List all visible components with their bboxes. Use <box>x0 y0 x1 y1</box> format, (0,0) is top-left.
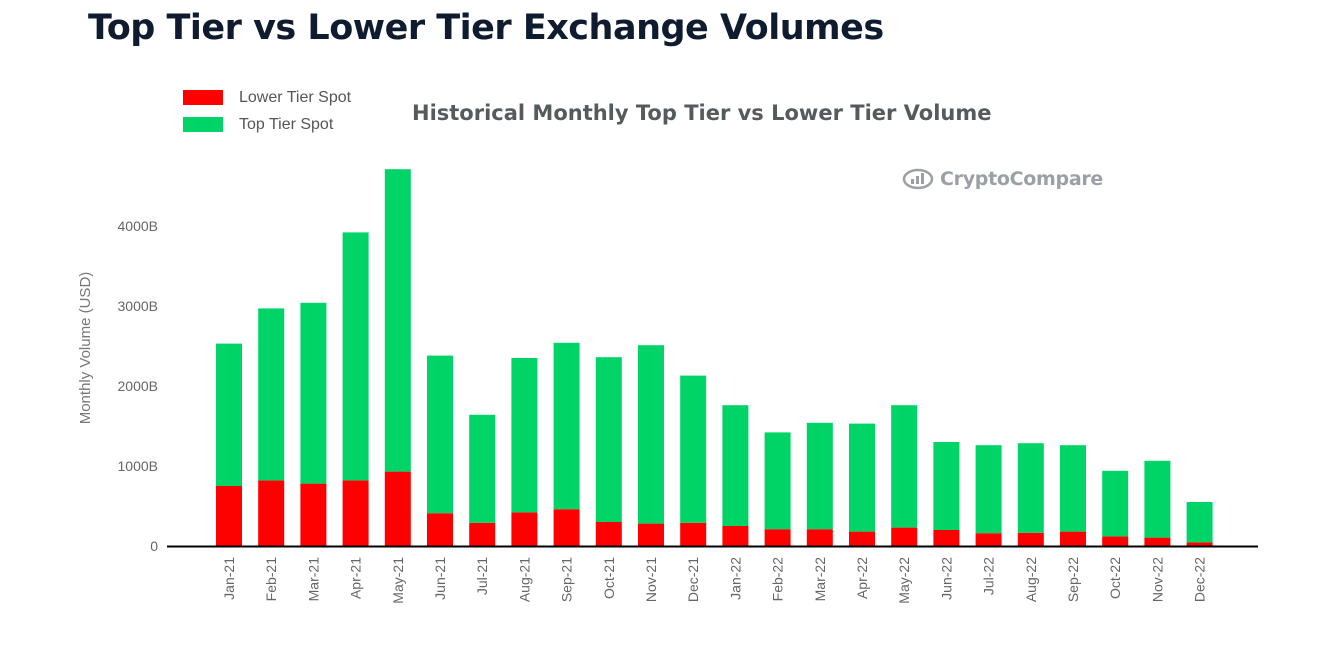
x-tick-label: Jun-21 <box>432 557 448 600</box>
bar-top-tier-Jan-22 <box>722 405 749 526</box>
legend-swatch-top-tier <box>183 117 223 132</box>
bar-top-tier-Apr-21 <box>342 232 369 481</box>
x-tick-label: Oct-21 <box>601 557 617 599</box>
cryptocompare-logo-icon <box>902 168 934 190</box>
watermark-text: CryptoCompare <box>940 168 1104 190</box>
y-tick-label: 3000B <box>118 298 158 314</box>
bar-top-tier-Dec-21 <box>680 375 707 523</box>
bar-lower-tier-Jan-22 <box>722 526 749 546</box>
bar-top-tier-Feb-21 <box>258 308 285 481</box>
bar-lower-tier-Dec-22 <box>1186 542 1213 546</box>
x-tick-label: Apr-21 <box>348 557 364 599</box>
bar-lower-tier-Nov-21 <box>638 523 664 546</box>
bar-lower-tier-Sep-21 <box>553 509 580 546</box>
bar-top-tier-Aug-21 <box>511 358 538 513</box>
bar-lower-tier-May-21 <box>384 471 411 546</box>
x-tick-label: Feb-22 <box>770 557 786 602</box>
x-tick-label: Aug-21 <box>516 557 532 602</box>
x-tick-label: Aug-22 <box>1023 557 1039 602</box>
bar-lower-tier-Apr-22 <box>849 531 875 546</box>
bar-top-tier-Apr-22 <box>849 423 875 532</box>
bar-lower-tier-Jul-22 <box>975 533 1002 546</box>
page-title: Top Tier vs Lower Tier Exchange Volumes <box>88 8 884 48</box>
bar-top-tier-Jul-21 <box>469 414 496 523</box>
bar-top-tier-Jun-21 <box>427 355 453 514</box>
bar-lower-tier-Jun-21 <box>427 513 453 546</box>
x-tick-label: Feb-21 <box>263 557 279 602</box>
y-tick-label: 1000B <box>118 458 158 474</box>
bar-lower-tier-Apr-21 <box>342 480 369 546</box>
x-tick-label: Jan-22 <box>727 557 743 600</box>
legend-item-lower-tier[interactable]: Lower Tier Spot <box>183 84 351 111</box>
bar-top-tier-Oct-22 <box>1102 470 1129 537</box>
bar-lower-tier-Mar-22 <box>806 529 833 546</box>
y-axis-label: Monthly Volume (USD) <box>77 272 94 425</box>
bar-lower-tier-May-22 <box>891 527 918 546</box>
bar-lower-tier-Feb-22 <box>764 529 791 546</box>
y-tick-label: 4000B <box>118 218 158 234</box>
x-tick-label: May-21 <box>390 557 406 604</box>
x-tick-label: Sep-21 <box>559 557 575 602</box>
bar-lower-tier-Oct-22 <box>1102 536 1129 546</box>
bar-top-tier-Sep-22 <box>1060 445 1086 532</box>
x-tick-label: Apr-22 <box>854 557 870 599</box>
legend-swatch-lower-tier <box>183 90 223 105</box>
bar-lower-tier-Jun-22 <box>933 530 960 546</box>
x-tick-label: Jan-21 <box>221 557 237 600</box>
bar-top-tier-May-21 <box>384 169 411 472</box>
bar-top-tier-Aug-22 <box>1017 443 1044 533</box>
x-tick-label: May-22 <box>896 557 912 604</box>
x-tick-label: Nov-21 <box>643 557 659 602</box>
bar-lower-tier-Sep-22 <box>1060 531 1086 546</box>
chart-title: Historical Monthly Top Tier vs Lower Tie… <box>412 101 992 125</box>
bar-top-tier-Dec-22 <box>1186 502 1213 543</box>
y-tick-label: 0 <box>150 538 158 554</box>
bar-lower-tier-Dec-21 <box>680 522 707 546</box>
x-tick-label: Dec-22 <box>1192 557 1208 602</box>
bar-top-tier-Nov-21 <box>638 345 664 524</box>
bar-top-tier-Oct-21 <box>595 357 622 522</box>
bar-top-tier-Mar-21 <box>300 302 327 484</box>
x-tick-label: Jun-22 <box>938 557 954 600</box>
bar-lower-tier-Feb-21 <box>258 480 285 546</box>
legend-item-top-tier[interactable]: Top Tier Spot <box>183 111 351 138</box>
bar-top-tier-Feb-22 <box>764 432 791 530</box>
bar-top-tier-Jun-22 <box>933 442 960 530</box>
bar-lower-tier-Oct-21 <box>595 522 622 546</box>
x-tick-label: Jul-22 <box>981 557 997 595</box>
bar-top-tier-Sep-21 <box>553 342 580 510</box>
bar-top-tier-Jul-22 <box>975 445 1002 534</box>
x-tick-label: Sep-22 <box>1065 557 1081 602</box>
x-tick-label: Nov-22 <box>1149 557 1165 602</box>
bar-lower-tier-Jan-21 <box>216 486 242 546</box>
y-tick-label: 2000B <box>118 378 158 394</box>
bar-top-tier-Nov-22 <box>1144 460 1171 538</box>
x-tick-label: Dec-21 <box>685 557 701 602</box>
bar-lower-tier-Aug-22 <box>1017 532 1044 546</box>
cryptocompare-watermark: CryptoCompare <box>902 168 1103 190</box>
x-tick-label: Mar-21 <box>305 557 321 602</box>
bar-top-tier-May-22 <box>891 405 918 528</box>
bar-top-tier-Mar-22 <box>806 422 833 530</box>
legend: Lower Tier Spot Top Tier Spot <box>183 84 351 138</box>
bar-lower-tier-Nov-22 <box>1144 537 1171 546</box>
bar-lower-tier-Jul-21 <box>469 522 496 546</box>
bar-lower-tier-Mar-21 <box>300 483 327 546</box>
legend-label-top-tier: Top Tier Spot <box>239 115 334 133</box>
bar-lower-tier-Aug-21 <box>511 512 538 546</box>
x-tick-label: Oct-22 <box>1107 557 1123 599</box>
legend-label-lower-tier: Lower Tier Spot <box>239 88 352 106</box>
x-tick-label: Jul-21 <box>474 557 490 595</box>
x-tick-label: Mar-22 <box>812 557 828 602</box>
bar-top-tier-Jan-21 <box>216 343 242 486</box>
